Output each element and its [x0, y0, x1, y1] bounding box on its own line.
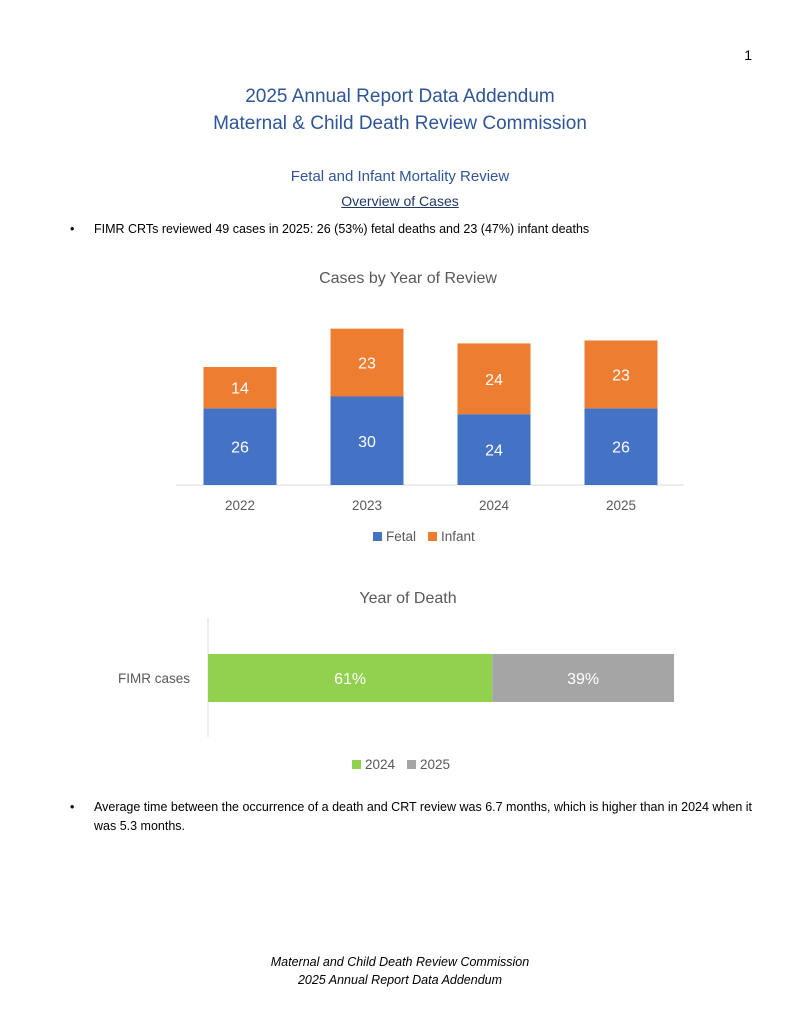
- footer-line-2: 2025 Annual Report Data Addendum: [297, 973, 503, 987]
- data-label: 23: [358, 356, 376, 373]
- data-label: 14: [231, 381, 249, 398]
- bar-infant-2023: [330, 328, 404, 397]
- bar-infant-2025: [584, 340, 658, 409]
- chart-title-cases-by-year: Cases by Year of Review: [319, 270, 497, 287]
- bar-fetal-2024: [457, 414, 531, 485]
- data-label: 30: [358, 434, 376, 451]
- chart-title-year-of-death: Year of Death: [359, 590, 457, 607]
- legend-swatch-infant: [428, 532, 437, 541]
- section-heading: Fetal and Infant Mortality Review: [290, 168, 510, 185]
- data-label: 39%: [567, 671, 599, 688]
- legend-swatch-2024: [352, 760, 361, 769]
- data-label: 26: [612, 440, 630, 457]
- bar-fetal-2025: [584, 408, 658, 485]
- data-label: 26: [231, 440, 249, 457]
- x-tick-label: 2025: [606, 498, 636, 513]
- report-title-line-2: Maternal & Child Death Review Commission: [213, 113, 587, 134]
- bullet-item: • Average time between the occurrence of…: [70, 798, 760, 836]
- bullet-icon: •: [70, 800, 75, 814]
- bullet-icon: •: [70, 222, 75, 236]
- bar-infant-2022: [203, 367, 277, 409]
- legend-label: Infant: [441, 529, 475, 544]
- bar-infant-2024: [457, 343, 531, 415]
- bullet-text: FIMR CRTs reviewed 49 cases in 2025: 26 …: [94, 222, 590, 236]
- bullet-text: Average time between the occurrence of a…: [94, 800, 753, 833]
- page-number: 1: [744, 47, 752, 63]
- legend-label: 2025: [420, 757, 450, 772]
- bar-year-2024: [208, 654, 493, 702]
- page-footer: Maternal and Child Death Review Commissi…: [0, 953, 800, 989]
- x-tick-label: 2024: [479, 498, 510, 513]
- legend-swatch-fetal: [373, 532, 382, 541]
- report-title: 2025 Annual Report Data Addendum Materna…: [0, 83, 800, 137]
- report-title-line-1: 2025 Annual Report Data Addendum: [245, 86, 555, 107]
- footer-line-1: Maternal and Child Death Review Commissi…: [270, 955, 530, 969]
- data-label: 23: [612, 367, 630, 384]
- sub-heading: Overview of Cases: [341, 193, 459, 209]
- data-label: 24: [485, 372, 503, 389]
- legend-label: Fetal: [386, 529, 416, 544]
- x-tick-label: 2023: [352, 498, 382, 513]
- y-category-label: FIMR cases: [118, 671, 190, 686]
- legend-label: 2024: [365, 757, 396, 772]
- bullet-item: • FIMR CRTs reviewed 49 cases in 2025: 2…: [70, 220, 760, 239]
- data-label: 61%: [334, 671, 366, 688]
- x-tick-label: 2022: [225, 498, 255, 513]
- legend-swatch-2025: [407, 760, 416, 769]
- bar-year-2025: [492, 654, 674, 702]
- data-label: 24: [485, 443, 503, 460]
- bar-fetal-2022: [203, 408, 277, 485]
- bar-fetal-2023: [330, 396, 404, 485]
